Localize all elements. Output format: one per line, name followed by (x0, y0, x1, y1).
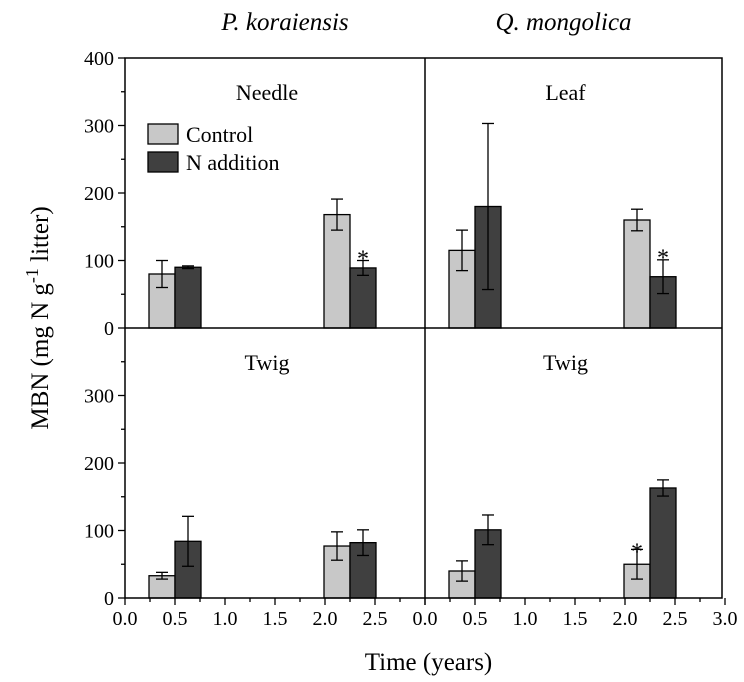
y-tick-label: 400 (84, 48, 114, 70)
x-tick-label: 1.5 (263, 608, 288, 630)
x-tick-label: 1.5 (563, 608, 588, 630)
significance-marker: * (657, 246, 669, 272)
significance-marker: * (631, 539, 643, 565)
bar-needle-pk-control-1 (323, 213, 351, 329)
x-tick-label: 1.0 (513, 608, 538, 630)
y-tick-label: 300 (84, 116, 114, 138)
y-tick-label: 200 (84, 453, 114, 475)
y-tick-label: 0 (104, 318, 114, 340)
x-tick-label: 0.5 (163, 608, 188, 630)
x-tick-label: 2.0 (313, 608, 338, 630)
y-tick-label: 100 (84, 251, 114, 273)
bar-twig-qm-n-addition-1 (649, 487, 677, 599)
y-tick-label: 100 (84, 521, 114, 543)
x-tick-label: 2.0 (613, 608, 638, 630)
legend-label-n-addition: N addition (186, 150, 280, 175)
panel-label-twig: Twig (543, 350, 588, 375)
significance-marker: * (357, 246, 369, 272)
x-tick-label: 0.0 (413, 608, 438, 630)
error-bars-layer (156, 122, 669, 582)
text-layer: Needle * Leaf * Twig Twig * 400 300 200 100 0 300 200… (22, 9, 738, 676)
legend: Control N addition (147, 122, 280, 175)
x-tick-label: 3.0 (713, 608, 738, 630)
bar-leaf-qm-n-addition-1 (649, 276, 677, 329)
x-tick-label: 2.5 (663, 608, 688, 630)
bar-leaf-qm-control-1 (623, 219, 651, 329)
y-tick-label: 300 (84, 386, 114, 408)
legend-swatch-n-addition (147, 151, 179, 173)
legend-swatch-control (147, 123, 179, 145)
x-tick-label: 1.0 (213, 608, 238, 630)
ticks-layer (118, 57, 726, 605)
x-axis-title: Time (years) (365, 649, 493, 676)
y-tick-label: 0 (104, 588, 114, 610)
y-tick-label: 200 (84, 183, 114, 205)
bar-needle-pk-n-addition-1 (349, 267, 377, 329)
x-tick-label: 0.5 (463, 608, 488, 630)
panel-label-twig: Twig (245, 350, 290, 375)
x-tick-label: 2.5 (363, 608, 388, 630)
bars-layer (148, 205, 677, 599)
column-title-q-mongolica: Q. mongolica (495, 9, 631, 36)
bar-needle-pk-n-addition-0 (174, 266, 202, 329)
column-title-p-koraiensis: P. koraiensis (220, 9, 348, 36)
panel-label-leaf: Leaf (545, 80, 586, 105)
y-axis-title: MBN (mg N g-1 litter) (22, 206, 54, 429)
legend-label-control: Control (186, 122, 253, 147)
panel-label-needle: Needle (236, 80, 298, 105)
x-tick-label: 0.0 (113, 608, 138, 630)
